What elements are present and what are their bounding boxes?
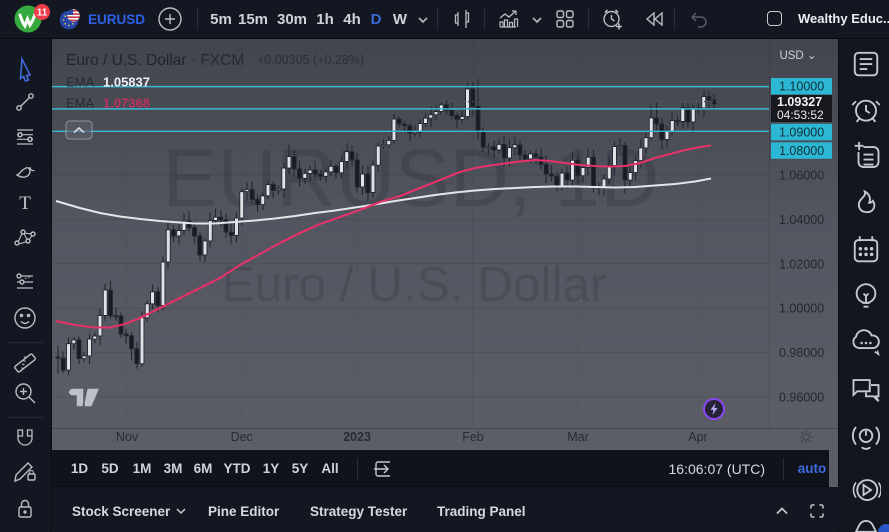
svg-text:1.04000: 1.04000 <box>779 213 824 227</box>
svg-text:1.06000: 1.06000 <box>779 169 824 183</box>
svg-text:EURUSD, 1D: EURUSD, 1D <box>163 133 660 224</box>
svg-text:0.98000: 0.98000 <box>779 346 824 360</box>
svg-text:Nov: Nov <box>116 430 139 444</box>
svg-text:Apr: Apr <box>688 430 707 444</box>
svg-text:+0.00305 (+0.28%): +0.00305 (+0.28%) <box>257 53 364 67</box>
svg-text:EMA 1.07368: EMA 1.07368 <box>66 96 150 111</box>
svg-text:1.09000: 1.09000 <box>779 126 824 140</box>
svg-text:Dec: Dec <box>231 430 253 444</box>
svg-text:11: 11 <box>37 8 48 19</box>
svg-text:2023: 2023 <box>343 430 371 444</box>
svg-text:Mar: Mar <box>567 430 589 444</box>
svg-text:1.09327: 1.09327 <box>777 95 822 109</box>
svg-text:Euro / U.S. Dollar · FXCM: Euro / U.S. Dollar · FXCM <box>66 52 244 69</box>
svg-text:USD ⌄: USD ⌄ <box>779 50 816 62</box>
svg-text:Feb: Feb <box>462 430 484 444</box>
svg-text:04:53:52: 04:53:52 <box>777 108 824 122</box>
svg-text:Euro / U.S. Dollar: Euro / U.S. Dollar <box>221 257 606 312</box>
svg-text:EMA 1.05837: EMA 1.05837 <box>66 75 150 90</box>
svg-text:1.10000: 1.10000 <box>779 80 824 94</box>
svg-text:0.96000: 0.96000 <box>779 391 824 405</box>
svg-text:1.02000: 1.02000 <box>779 257 824 271</box>
svg-text:1.08000: 1.08000 <box>779 144 824 158</box>
svg-text:1.00000: 1.00000 <box>779 302 824 316</box>
